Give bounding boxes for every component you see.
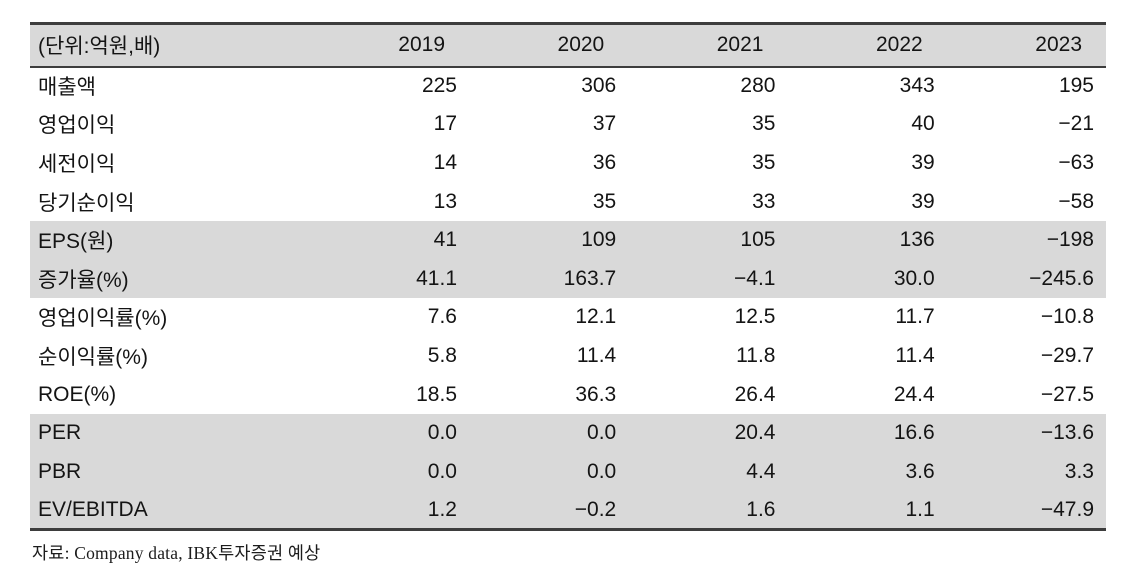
table-row: 세전이익 14 36 35 39 −63 (30, 144, 1106, 183)
table-row: EV/EBITDA 1.2 −0.2 1.6 1.1 −47.9 (30, 491, 1106, 530)
row-label: PER (30, 413, 310, 453)
cell-value: 105 (628, 220, 788, 260)
cell-value: 343 (899, 74, 935, 98)
cell-value: 3.6 (787, 452, 947, 492)
cell-value: 20.4 (628, 413, 788, 453)
row-label: 세전이익 (38, 152, 116, 176)
cell-value: 24.4 (893, 382, 935, 406)
cell-value: 13 (433, 189, 457, 213)
cell-value: 0.0 (469, 452, 629, 492)
cell-value: 36 (592, 150, 617, 174)
cell-value: 40 (911, 112, 935, 136)
year-column-header: 2022 (787, 23, 947, 68)
cell-value: 41 (309, 220, 469, 260)
row-label: PBR (30, 452, 310, 492)
cell-value: 1.6 (628, 491, 788, 530)
unit-label: (단위:억원,배) (30, 23, 310, 68)
cell-value: 12.1 (575, 305, 617, 329)
cell-value: 26.4 (734, 382, 776, 406)
row-label: ROE(%) (38, 382, 117, 406)
cell-value: −10.8 (1040, 305, 1094, 329)
cell-value: −63 (1058, 150, 1094, 174)
row-label: 순이익률(%) (38, 345, 148, 369)
cell-value: 109 (469, 220, 629, 260)
cell-value: 39 (911, 189, 935, 213)
cell-value: 136 (787, 220, 947, 260)
cell-value: 11.4 (576, 343, 617, 367)
cell-value: −27.5 (1040, 382, 1094, 406)
cell-value: 14 (433, 150, 457, 174)
cell-value: 12.5 (734, 305, 776, 329)
table-row: ROE(%) 18.5 36.3 26.4 24.4 −27.5 (30, 375, 1106, 414)
cell-value: 163.7 (469, 259, 629, 299)
cell-value: 18.5 (416, 382, 457, 406)
cell-value: −245.6 (946, 259, 1106, 299)
year-column-header: 2019 (309, 23, 469, 68)
cell-value: 1.2 (309, 491, 469, 530)
cell-value: 0.0 (309, 452, 469, 492)
cell-value: 1.1 (787, 491, 947, 530)
report-table-section: (단위:억원,배) 2019 2020 2021 2022 2023 매출액 225 306… (30, 22, 1106, 565)
cell-value: 0.0 (469, 413, 629, 453)
table-row: 증가율(%) 41.1 163.7 −4.1 30.0 −245.6 (30, 259, 1106, 299)
cell-value: −47.9 (946, 491, 1106, 530)
cell-value: 225 (421, 74, 457, 98)
table-row: 매출액 225 306 280 343 195 (30, 67, 1106, 106)
row-label: 영업이익률(%) (38, 307, 168, 331)
cell-value: 5.8 (427, 343, 457, 367)
cell-value: 0.0 (309, 413, 469, 453)
cell-value: 36.3 (575, 382, 617, 406)
cell-value: −21 (1058, 112, 1094, 136)
table-row: PBR 0.0 0.0 4.4 3.6 3.3 (30, 452, 1106, 492)
cell-value: 17 (433, 112, 457, 136)
row-label: 증가율(%) (30, 259, 310, 299)
cell-value: 306 (581, 74, 617, 98)
cell-value: 280 (740, 74, 776, 98)
table-row: 영업이익률(%) 7.6 12.1 12.5 11.7 −10.8 (30, 298, 1106, 337)
table-row: 영업이익 17 37 35 40 −21 (30, 105, 1106, 144)
row-label: 당기순이익 (38, 191, 135, 215)
cell-value: 35 (752, 150, 776, 174)
table-row: PER 0.0 0.0 20.4 16.6 −13.6 (30, 413, 1106, 453)
row-label: 영업이익 (38, 114, 116, 138)
table-row: 당기순이익 13 35 33 39 −58 (30, 182, 1106, 221)
cell-value: 195 (1058, 74, 1094, 98)
cell-value: 41.1 (309, 259, 469, 299)
row-label: EV/EBITDA (30, 491, 310, 530)
cell-value: 7.6 (427, 305, 457, 329)
cell-value: 39 (911, 150, 935, 174)
cell-value: 33 (752, 189, 776, 213)
cell-value: 30.0 (787, 259, 947, 299)
cell-value: −198 (946, 220, 1106, 260)
cell-value: −58 (1058, 189, 1094, 213)
cell-value: 37 (592, 112, 617, 136)
source-note: 자료: Company data, IBK투자증권 예상 (32, 543, 321, 564)
cell-value: −4.1 (628, 259, 788, 299)
year-column-header: 2020 (469, 23, 629, 68)
cell-value: 11.7 (895, 305, 935, 329)
cell-value: −13.6 (946, 413, 1106, 453)
cell-value: 16.6 (787, 413, 947, 453)
cell-value: 11.8 (736, 343, 776, 367)
table-row: 순이익률(%) 5.8 11.4 11.8 11.4 −29.7 (30, 337, 1106, 376)
row-label: EPS(원) (30, 220, 310, 260)
row-label: 매출액 (38, 76, 96, 100)
cell-value: 4.4 (628, 452, 788, 492)
year-column-header: 2021 (628, 23, 788, 68)
cell-value: 11.4 (895, 343, 935, 367)
table-body: 매출액 225 306 280 343 195 영업이익 17 37 35 40 −21 세전이익 14 3… (30, 67, 1106, 530)
table-row: EPS(원) 41 109 105 136 −198 (30, 220, 1106, 260)
table-header-row: (단위:억원,배) 2019 2020 2021 2022 2023 (30, 23, 1106, 68)
cell-value: 35 (752, 112, 776, 136)
cell-value: −29.7 (1040, 343, 1094, 367)
cell-value: 35 (592, 189, 617, 213)
cell-value: −0.2 (469, 491, 629, 530)
cell-value: 3.3 (946, 452, 1106, 492)
year-column-header: 2023 (946, 23, 1106, 68)
financial-summary-table: (단위:억원,배) 2019 2020 2021 2022 2023 매출액 225 306… (30, 22, 1106, 532)
